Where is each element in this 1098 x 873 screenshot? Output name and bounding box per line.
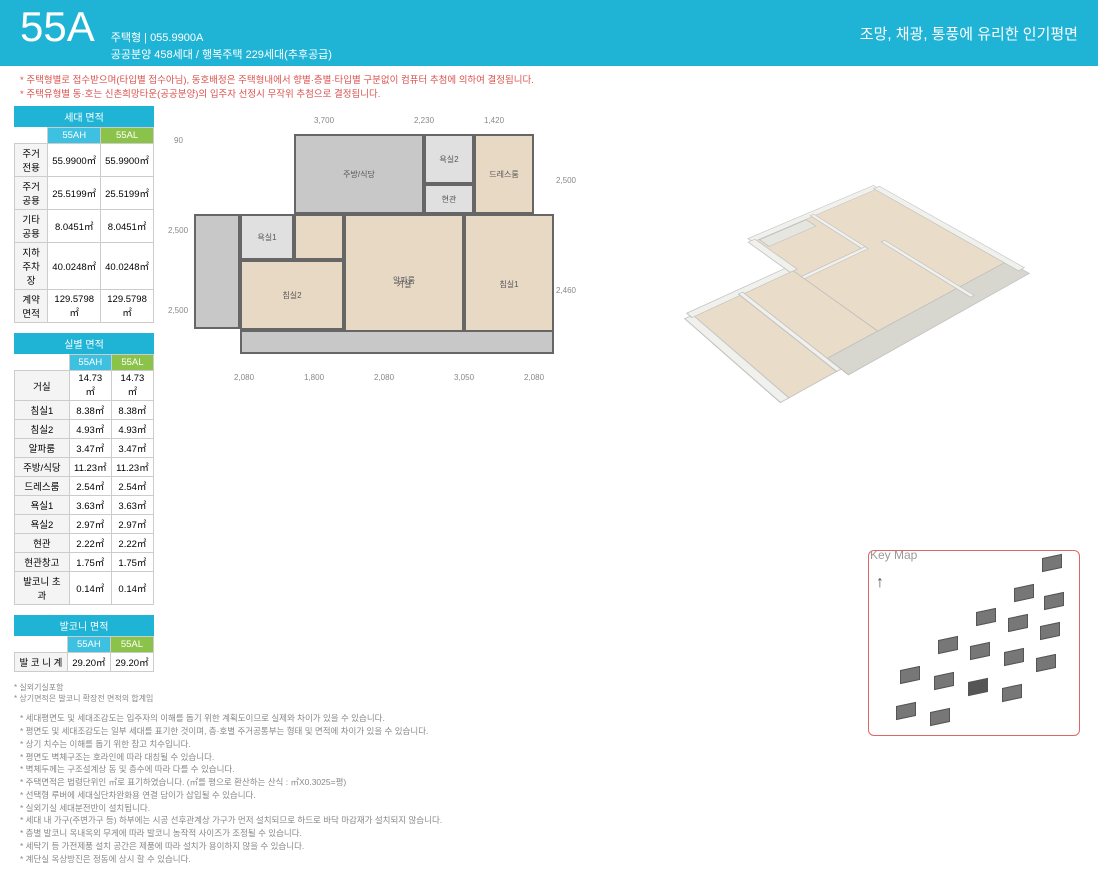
table-row: 침실18.38㎡8.38㎡: [15, 401, 154, 420]
table-row: 거실14.73㎡14.73㎡: [15, 371, 154, 401]
list-item: 실외기실 세대분전반이 설치됩니다.: [20, 802, 1078, 815]
table-row: 욕실13.63㎡3.63㎡: [15, 496, 154, 515]
table-row: 욕실22.97㎡2.97㎡: [15, 515, 154, 534]
table-row: 침실24.93㎡4.93㎡: [15, 420, 154, 439]
room-kitchen: 주방/식당: [294, 134, 424, 214]
list-item: 평면도 벽체구조는 호라인에 따라 대칭될 수 있습니다.: [20, 751, 1078, 764]
list-item: 세대 내 가구(주변가구 등) 하부에는 시공 선후관계상 가구가 먼저 설치되…: [20, 814, 1078, 827]
table-row: 알파룸3.47㎡3.47㎡: [15, 439, 154, 458]
table-row: 발 코 니 계29.20㎡29.20㎡: [15, 653, 154, 672]
header-left: 55A 주택형 | 055.9900A 공공분양 458세대 / 행복주택 22…: [20, 3, 332, 63]
table-row: 발코니 초과0.14㎡0.14㎡: [15, 572, 154, 605]
room-balcony-l: [194, 214, 240, 329]
unit-area-caption: 세대 면적: [14, 106, 154, 127]
table-row: 현관창고1.75㎡1.75㎡: [15, 553, 154, 572]
list-item: 실외기실포함: [14, 682, 154, 693]
room-balcony-b: [240, 330, 554, 354]
table-row: 주방/식당11.23㎡11.23㎡: [15, 458, 154, 477]
room-area-table: 실별 면적 55AH 55AL 거실14.73㎡14.73㎡침실18.38㎡8.…: [14, 333, 154, 605]
room-bed2: 침실2: [240, 260, 344, 330]
left-column: 세대 면적 55AH 55AL 주거전용55.9900㎡55.9900㎡주거공용…: [14, 106, 154, 704]
col-ssah: 55AH: [48, 128, 101, 144]
room-area-caption: 실별 면적: [14, 333, 154, 354]
tagline: 조망, 채광, 통풍에 유리한 인기평면: [860, 23, 1078, 44]
room-entry: 현관: [424, 184, 474, 214]
room-bath1: 욕실1: [240, 214, 294, 260]
center-column: 3,700 2,230 1,420 주방/식당 욕실2 드레스룸 현관 욕실1 …: [164, 106, 584, 704]
list-item: 세탁기 등 가전제품 설치 공간은 제품에 따라 설치가 용이하지 않을 수 있…: [20, 840, 1078, 853]
room-alpha: 알파룸: [374, 260, 434, 300]
notice-item: 주택유형별 동·호는 신촌희망타운(공공분양)의 입주자 선정시 무작위 추첨으…: [20, 86, 1078, 100]
unit-code: 55A: [20, 3, 95, 51]
balcony-area-caption: 발코니 면적: [14, 615, 154, 636]
list-item: 상기면적은 발코니 확장전 면적의 합계임: [14, 693, 154, 704]
table-row: 주거공용25.5199㎡25.5199㎡: [15, 177, 154, 210]
content: 세대 면적 55AH 55AL 주거전용55.9900㎡55.9900㎡주거공용…: [0, 106, 1098, 704]
table-row: 지하주차장40.0248㎡40.0248㎡: [15, 243, 154, 290]
type-line: 주택형 | 055.9900A: [111, 30, 332, 47]
table-row: 현관2.22㎡2.22㎡: [15, 534, 154, 553]
table-row: 기타공용8.0451㎡8.0451㎡: [15, 210, 154, 243]
table-row: 계약면적129.5798㎡129.5798㎡: [15, 290, 154, 323]
table-row: 드레스룸2.54㎡2.54㎡: [15, 477, 154, 496]
room-dress: 드레스룸: [474, 134, 534, 214]
compass-icon: ↑: [876, 574, 884, 592]
page-header: 55A 주택형 | 055.9900A 공공분양 458세대 / 행복주택 22…: [0, 0, 1098, 66]
table-notes: 실외기실포함상기면적은 발코니 확장전 면적의 합계임: [14, 682, 154, 704]
keymap: Key Map ↑: [864, 544, 1084, 744]
floorplan-3d: [594, 106, 1084, 446]
top-notices: 주택형별로 접수받으며(타입별 접수아님), 동호배정은 주택형내에서 향별·층…: [0, 66, 1098, 106]
unit-desc: 주택형 | 055.9900A 공공분양 458세대 / 행복주택 229세대(…: [111, 30, 332, 63]
list-item: 층별 발코니 옥내옥외 무게에 따라 발코니 농작적 사이즈가 조정될 수 있습…: [20, 827, 1078, 840]
keymap-title: Key Map: [870, 548, 917, 562]
list-item: 주택면적은 법령단위인 ㎡로 표기하였습니다. (㎡를 평으로 환산하는 산식 …: [20, 776, 1078, 789]
col-ssal: 55AL: [101, 128, 154, 144]
list-item: 선택형 루버에 세대실단차완화용 연결 담이가 삽입될 수 있습니다.: [20, 789, 1078, 802]
room-storage: [294, 214, 344, 260]
table-row: 주거전용55.9900㎡55.9900㎡: [15, 144, 154, 177]
room-bath2: 욕실2: [424, 134, 474, 184]
supply-line: 공공분양 458세대 / 행복주택 229세대(추후공급): [111, 47, 332, 64]
right-column: Key Map ↑: [594, 106, 1084, 704]
unit-area-table: 세대 면적 55AH 55AL 주거전용55.9900㎡55.9900㎡주거공용…: [14, 106, 154, 323]
list-item: 벽체두께는 구조설계상 동 및 층수에 따라 다를 수 있습니다.: [20, 763, 1078, 776]
notice-item: 주택형별로 접수받으며(타입별 접수아님), 동호배정은 주택형내에서 향별·층…: [20, 72, 1078, 86]
list-item: 계단실 옥상방진은 정동에 상시 할 수 있습니다.: [20, 853, 1078, 866]
balcony-area-table: 발코니 면적 55AH 55AL 발 코 니 계29.20㎡29.20㎡: [14, 615, 154, 672]
floorplan-2d: 3,700 2,230 1,420 주방/식당 욕실2 드레스룸 현관 욕실1 …: [164, 116, 584, 416]
